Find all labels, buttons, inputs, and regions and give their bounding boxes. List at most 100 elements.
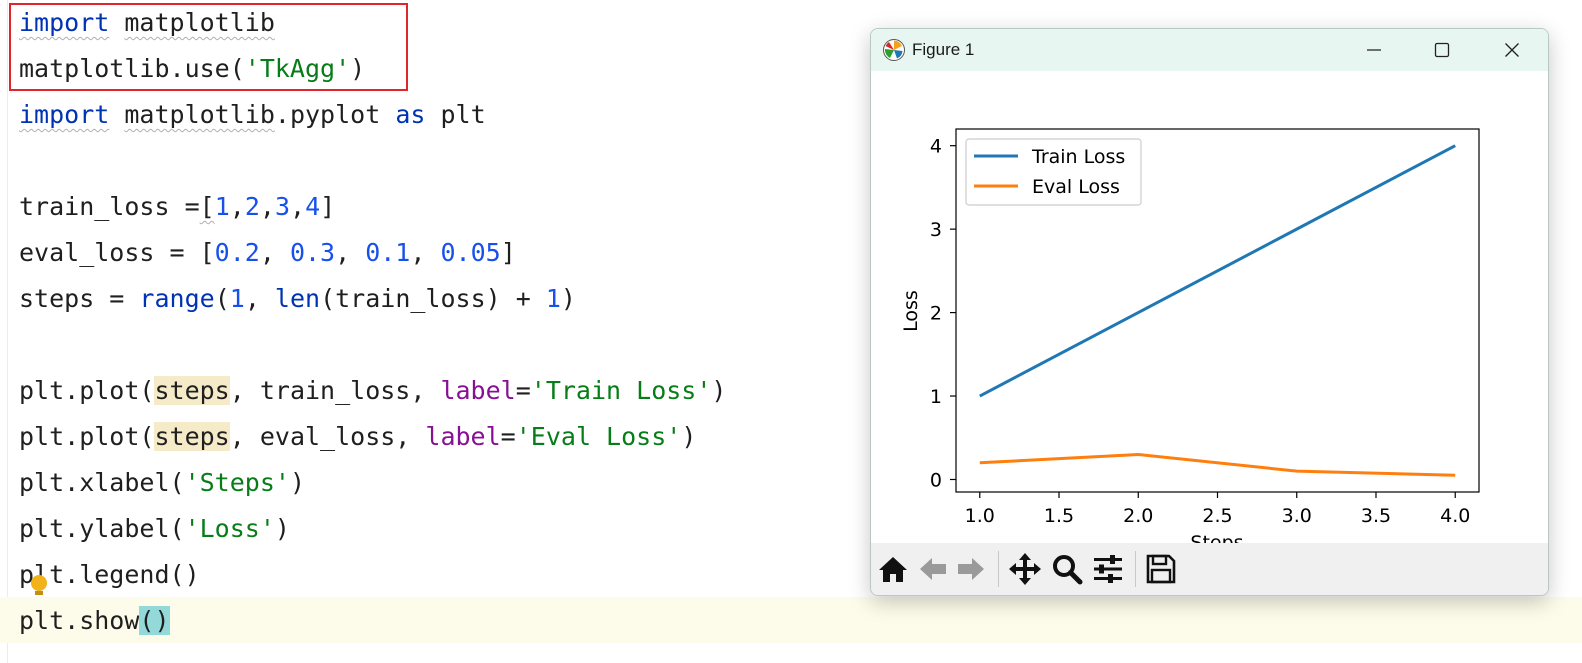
code-token: 0.2 xyxy=(214,238,260,267)
code-token: as xyxy=(395,100,426,129)
navigation-toolbar[interactable] xyxy=(871,543,1548,595)
code-token: (train_loss) + xyxy=(320,284,546,313)
pan-button[interactable] xyxy=(1007,551,1043,587)
code-token: = xyxy=(500,422,516,451)
code-line[interactable]: import matplotlib.pyplot as plt xyxy=(19,92,486,138)
code-token: , xyxy=(410,238,441,267)
legend-label-1: Eval Loss xyxy=(1032,176,1120,198)
close-button[interactable] xyxy=(1482,29,1542,71)
code-token: train_loss = xyxy=(19,192,200,221)
code-token: import xyxy=(19,8,110,37)
code-line[interactable]: import matplotlib xyxy=(19,0,275,46)
code-token: 1 xyxy=(229,284,245,313)
code-token: 0.05 xyxy=(440,238,501,267)
code-line[interactable]: plt.plot(steps, train_loss, label='Train… xyxy=(19,368,726,414)
code-token: ] xyxy=(320,192,336,221)
code-token: steps xyxy=(154,422,230,451)
pan-icon xyxy=(1009,553,1041,585)
code-token: , xyxy=(259,238,290,267)
code-token: .pyplot xyxy=(274,100,396,129)
zoom-icon xyxy=(1053,555,1083,585)
title-bar[interactable]: Figure 1 xyxy=(871,29,1548,71)
code-line[interactable]: eval_loss = [0.2, 0.3, 0.1, 0.05] xyxy=(19,230,516,276)
gutter-divider xyxy=(7,0,8,663)
code-line[interactable]: train_loss =[1,2,3,4] xyxy=(19,184,335,230)
y-tick-label: 4 xyxy=(930,136,942,158)
code-line[interactable]: plt.plot(steps, eval_loss, label='Eval L… xyxy=(19,414,696,460)
zoom-button[interactable] xyxy=(1049,551,1085,587)
code-token: plt.xlabel( xyxy=(19,468,185,497)
home-button[interactable] xyxy=(875,551,911,587)
code-token: matplotlib.use( xyxy=(19,54,245,83)
code-token: , xyxy=(259,192,275,221)
save-icon xyxy=(1146,554,1176,584)
code-token: ) xyxy=(711,376,727,405)
code-token: 'Train Loss' xyxy=(530,376,712,405)
code-token: 'Loss' xyxy=(184,514,275,543)
series-line-0 xyxy=(979,144,1456,398)
annotation-red-box xyxy=(9,3,408,91)
code-token: ) xyxy=(350,54,366,83)
code-line[interactable]: matplotlib.use('TkAgg') xyxy=(19,46,365,92)
code-token xyxy=(109,100,124,129)
code-line[interactable]: steps = range(1, len(train_loss) + 1) xyxy=(19,276,576,322)
code-token: , xyxy=(335,238,366,267)
code-line[interactable]: plt.legend() xyxy=(19,552,200,598)
code-token: matplotlib xyxy=(124,100,275,129)
code-token: import xyxy=(19,100,110,129)
x-axis-label: Steps xyxy=(1190,532,1243,543)
code-line[interactable]: plt.show() xyxy=(19,598,170,644)
code-token: 1 xyxy=(214,192,230,221)
code-token: 3 xyxy=(274,192,290,221)
code-token: [ xyxy=(199,192,215,221)
x-tick-label: 1.5 xyxy=(1044,505,1074,527)
code-token: label xyxy=(425,422,501,451)
code-token: matplotlib xyxy=(124,8,275,37)
configure-subplots-icon xyxy=(1094,555,1122,583)
forward-arrow-icon xyxy=(958,558,984,580)
figure-window[interactable]: Figure 1 1.0 1.5 2.0 2.5 3.0 3.5 4.0 0 1 2 3 4 Loss… xyxy=(870,28,1549,596)
forward-button[interactable] xyxy=(953,551,989,587)
configure-subplots-button[interactable] xyxy=(1090,551,1126,587)
back-button[interactable] xyxy=(915,551,951,587)
maximize-button[interactable] xyxy=(1412,29,1472,71)
code-token: range xyxy=(139,284,215,313)
code-token: , xyxy=(290,192,306,221)
code-token: plt.plot( xyxy=(19,376,155,405)
toolbar-separator xyxy=(998,551,999,587)
window-title: Figure 1 xyxy=(912,40,975,59)
code-line[interactable]: plt.ylabel('Loss') xyxy=(19,506,290,552)
save-button[interactable] xyxy=(1143,551,1179,587)
code-token: ) xyxy=(681,422,697,451)
loss-chart: 1.0 1.5 2.0 2.5 3.0 3.5 4.0 0 1 2 3 4 Loss Steps Tr… xyxy=(900,128,1480,554)
chart-legend: Train Loss Eval Loss xyxy=(965,138,1142,206)
code-token: ) xyxy=(560,284,576,313)
code-token: label xyxy=(440,376,516,405)
code-token: steps = xyxy=(19,284,140,313)
code-token: 'Steps' xyxy=(184,468,290,497)
code-token: 'Eval Loss' xyxy=(515,422,682,451)
code-token: plt.show xyxy=(19,606,140,635)
y-axis-label: Loss xyxy=(900,290,922,332)
series-line-1 xyxy=(979,452,1456,477)
code-token: , xyxy=(229,192,245,221)
code-token: , train_loss, xyxy=(229,376,441,405)
x-tick-label: 2.5 xyxy=(1202,505,1232,527)
code-token: len xyxy=(274,284,321,313)
minimize-button[interactable] xyxy=(1344,29,1404,71)
plot-canvas[interactable]: 1.0 1.5 2.0 2.5 3.0 3.5 4.0 0 1 2 3 4 Loss Steps Tr… xyxy=(871,71,1548,554)
code-token: ] xyxy=(500,238,516,267)
lightbulb-icon[interactable] xyxy=(31,575,47,595)
x-tick-label: 3.0 xyxy=(1282,505,1312,527)
code-token: plt.legend() xyxy=(19,560,200,589)
y-tick-label: 3 xyxy=(930,219,942,241)
home-icon xyxy=(879,557,907,582)
code-token: plt xyxy=(425,100,486,129)
code-line[interactable]: plt.xlabel('Steps') xyxy=(19,460,305,506)
code-token: 2 xyxy=(244,192,260,221)
code-token: = xyxy=(515,376,531,405)
code-token: , xyxy=(244,284,275,313)
x-tick-label: 2.0 xyxy=(1123,505,1153,527)
code-token: 0.3 xyxy=(289,238,336,267)
